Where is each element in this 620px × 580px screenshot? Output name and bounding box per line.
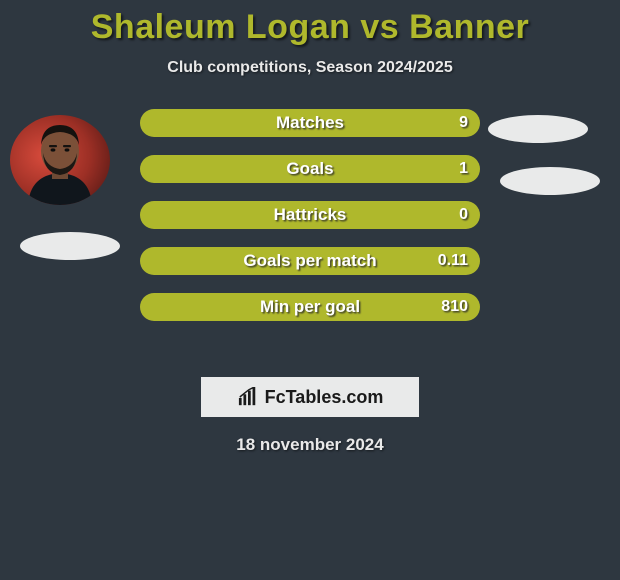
avatar-placeholder-icon: [10, 115, 110, 205]
stat-label: Goals: [140, 155, 480, 183]
subtitle: Club competitions, Season 2024/2025: [0, 59, 620, 77]
stat-row-goals-per-match: Goals per match 0.11: [140, 247, 480, 275]
player-right-score-2: [500, 167, 600, 195]
stat-bars: Matches 9 Goals 1 Hattricks 0 Goals per …: [140, 109, 480, 339]
stat-right-value: 0: [459, 201, 468, 229]
watermark-text: FcTables.com: [265, 387, 384, 408]
stat-right-value: 1: [459, 155, 468, 183]
comparison-stage: Matches 9 Goals 1 Hattricks 0 Goals per …: [0, 97, 620, 367]
player-right-score-1: [488, 115, 588, 143]
stat-row-goals: Goals 1: [140, 155, 480, 183]
player-left-avatar: [10, 115, 110, 205]
date-text: 18 november 2024: [0, 435, 620, 455]
stat-label: Hattricks: [140, 201, 480, 229]
bars-chart-icon: [237, 387, 259, 407]
stat-right-value: 810: [441, 293, 468, 321]
player-left-score: [20, 232, 120, 260]
stat-right-value: 0.11: [438, 247, 468, 275]
watermark-box: FcTables.com: [201, 377, 419, 417]
stat-label: Goals per match: [140, 247, 480, 275]
stat-row-matches: Matches 9: [140, 109, 480, 137]
stat-label: Matches: [140, 109, 480, 137]
stat-row-hattricks: Hattricks 0: [140, 201, 480, 229]
stat-row-min-per-goal: Min per goal 810: [140, 293, 480, 321]
stat-right-value: 9: [459, 109, 468, 137]
stat-label: Min per goal: [140, 293, 480, 321]
page-title: Shaleum Logan vs Banner: [0, 0, 620, 47]
